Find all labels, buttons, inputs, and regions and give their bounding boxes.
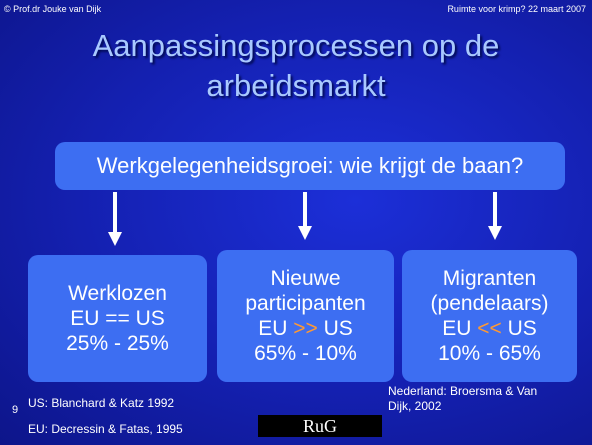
slide-number: 9	[12, 404, 19, 416]
question: Werkgelegenheidsgroei: wie krijgt de baa…	[96, 153, 524, 178]
region: EU	[442, 317, 472, 340]
box: Nieuwe participanten EU >> US 65% - 10%	[217, 250, 394, 382]
shares: 10% - 65%	[438, 342, 541, 365]
box: Werklozen EU == US 25% - 25%	[28, 255, 207, 382]
box: Migranten (pendelaars) EU << US 10% - 65%	[402, 250, 577, 382]
box-label: Migranten	[442, 267, 537, 290]
operator: >>	[293, 317, 318, 340]
region: US	[507, 317, 537, 340]
box-label: (pendelaars)	[430, 292, 549, 315]
arrow	[488, 192, 502, 240]
title-line: arbeidsmarkt	[206, 68, 386, 103]
logo: RuG	[258, 415, 382, 437]
author: © Prof.dr Jouke van Dijk	[4, 4, 102, 14]
box-label: participanten	[245, 292, 366, 315]
comparison: EU == US	[28, 306, 207, 331]
box-label: Nieuwe	[270, 267, 341, 290]
footnote: Nederland: Broersma & Van Dijk, 2002	[388, 384, 538, 413]
title-line: Aanpassingsprocessen op de	[92, 28, 500, 63]
arrow	[298, 192, 312, 240]
box-label: Werklozen	[68, 282, 167, 305]
footnote: US: Blanchard & Katz 1992	[28, 396, 175, 410]
shares: 65% - 10%	[254, 342, 357, 365]
comparison: EU >> US	[217, 316, 394, 341]
region: EU	[70, 307, 100, 330]
arrow	[108, 192, 122, 246]
footnote: EU: Decressin & Fatas, 1995	[28, 422, 183, 436]
comparison: EU << US	[402, 316, 577, 341]
shares: 25% - 25%	[66, 332, 169, 355]
region: US	[323, 317, 353, 340]
operator: <<	[477, 317, 502, 340]
event: Ruimte voor krimp? 22 maart 2007	[447, 4, 586, 14]
region: EU	[258, 317, 288, 340]
question-box: Werkgelegenheidsgroei: wie krijgt de baa…	[55, 142, 565, 190]
region: US	[135, 307, 165, 330]
operator: ==	[105, 307, 130, 330]
